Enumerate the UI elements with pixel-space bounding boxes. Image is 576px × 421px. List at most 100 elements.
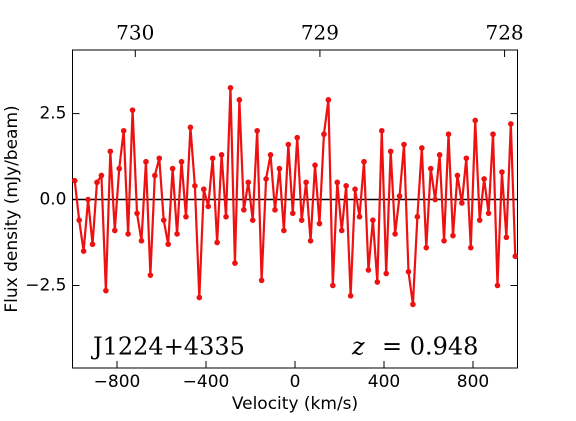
- data-point: [281, 227, 287, 234]
- data-point: [512, 253, 519, 260]
- data-point: [209, 155, 216, 162]
- data-point: [152, 172, 158, 179]
- data-point: [401, 141, 407, 148]
- data-point: [94, 179, 100, 186]
- data-point: [325, 97, 332, 103]
- data-point: [85, 196, 91, 203]
- x2-tick-label: 730: [116, 21, 154, 45]
- data-point: [436, 152, 443, 158]
- data-point: [396, 193, 403, 199]
- data-point: [405, 268, 412, 275]
- data-point: [111, 227, 118, 234]
- data-point: [272, 207, 278, 213]
- data-point: [276, 165, 283, 172]
- data-point: [467, 244, 474, 251]
- data-point: [89, 241, 96, 248]
- data-point: [227, 85, 234, 91]
- data-point: [169, 165, 176, 172]
- redshift-value: = 0.948: [382, 333, 478, 361]
- data-point: [103, 287, 109, 294]
- data-point: [143, 158, 149, 165]
- data-point: [147, 272, 154, 278]
- x-tick-label: −400: [183, 372, 230, 392]
- data-point: [445, 131, 452, 138]
- x-tick-label: 0: [290, 372, 301, 392]
- data-point: [392, 231, 398, 237]
- data-point: [508, 121, 514, 127]
- data-point: [116, 165, 123, 172]
- data-point: [352, 186, 358, 193]
- data-point: [347, 293, 354, 299]
- data-point: [267, 152, 274, 158]
- data-point: [472, 117, 479, 124]
- data-point: [174, 231, 180, 237]
- data-point: [205, 203, 212, 210]
- redshift-symbol: z: [351, 333, 365, 361]
- data-point: [196, 294, 203, 301]
- data-point: [423, 244, 430, 251]
- x-tick-label: 800: [457, 372, 489, 392]
- data-point: [307, 238, 314, 244]
- data-point: [356, 213, 363, 220]
- data-point: [494, 282, 501, 289]
- data-point: [463, 155, 470, 162]
- data-point: [378, 127, 385, 134]
- data-point: [125, 231, 131, 237]
- data-point: [383, 270, 390, 277]
- data-point: [338, 227, 345, 234]
- data-point: [183, 213, 189, 220]
- x2-tick-label: 729: [301, 21, 339, 45]
- data-point: [414, 213, 421, 220]
- data-point: [241, 207, 247, 213]
- data-point: [481, 176, 487, 182]
- data-point: [370, 217, 376, 223]
- data-point: [289, 210, 296, 217]
- y-axis-label: Flux density (mJy/beam): [2, 105, 22, 312]
- y-tick-label: 2.5: [39, 104, 66, 124]
- data-point: [334, 179, 341, 186]
- data-point: [120, 127, 127, 134]
- data-point: [165, 241, 171, 248]
- data-point: [138, 238, 145, 244]
- data-point: [441, 238, 447, 244]
- data-point: [503, 234, 510, 241]
- data-point: [249, 217, 256, 223]
- data-point: [200, 186, 207, 193]
- data-point: [134, 210, 140, 217]
- data-point: [410, 301, 416, 308]
- data-point: [330, 282, 336, 289]
- data-point: [419, 145, 425, 151]
- data-point: [258, 277, 265, 284]
- data-point: [490, 131, 496, 138]
- data-point: [187, 124, 194, 131]
- data-point: [178, 158, 185, 165]
- data-point: [129, 107, 136, 113]
- data-point: [245, 179, 252, 186]
- source-label: J1224+4335: [90, 333, 245, 361]
- data-point: [454, 172, 461, 179]
- data-point: [343, 182, 349, 189]
- data-point: [303, 179, 309, 186]
- data-point: [427, 165, 434, 172]
- data-point: [321, 131, 327, 138]
- data-point: [285, 141, 292, 148]
- data-point: [476, 217, 483, 223]
- data-point: [107, 148, 114, 155]
- data-point: [294, 134, 301, 141]
- data-line: [73, 86, 517, 306]
- data-point: [160, 217, 167, 223]
- data-point: [432, 196, 438, 203]
- data-point: [485, 210, 492, 217]
- data-point: [156, 155, 163, 162]
- data-point: [499, 169, 505, 175]
- data-point: [192, 182, 198, 189]
- data-point: [232, 260, 238, 266]
- data-point: [80, 248, 87, 254]
- data-point: [98, 172, 105, 179]
- x-tick-label: 400: [368, 372, 400, 392]
- data-point: [236, 97, 243, 103]
- data-point: [218, 152, 225, 158]
- y-tick-label: 0.0: [39, 190, 66, 210]
